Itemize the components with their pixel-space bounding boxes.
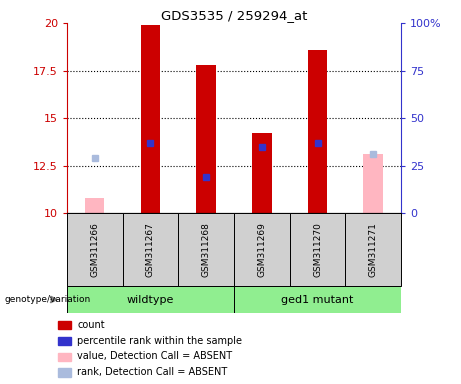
Text: wildtype: wildtype: [127, 295, 174, 305]
Bar: [308, 50, 327, 213]
Bar: [234, 213, 290, 286]
Text: GSM311267: GSM311267: [146, 222, 155, 277]
Bar: [58, 337, 71, 345]
Text: GSM311271: GSM311271: [369, 222, 378, 277]
Bar: [290, 213, 345, 286]
Text: rank, Detection Call = ABSENT: rank, Detection Call = ABSENT: [77, 367, 227, 377]
Bar: [123, 213, 178, 286]
Text: GSM311268: GSM311268: [201, 222, 211, 277]
Bar: [252, 133, 272, 213]
Text: genotype/variation: genotype/variation: [5, 295, 91, 304]
Bar: [363, 154, 383, 213]
Bar: [67, 286, 234, 313]
Text: GSM311266: GSM311266: [90, 222, 99, 277]
Bar: [141, 25, 160, 213]
Bar: [58, 353, 71, 361]
Bar: [85, 198, 105, 213]
Text: percentile rank within the sample: percentile rank within the sample: [77, 336, 242, 346]
Bar: [196, 65, 216, 213]
Text: GSM311269: GSM311269: [257, 222, 266, 277]
Bar: [234, 286, 401, 313]
Bar: [345, 213, 401, 286]
Text: GSM311270: GSM311270: [313, 222, 322, 277]
Text: count: count: [77, 320, 105, 330]
Bar: [58, 321, 71, 329]
Text: ged1 mutant: ged1 mutant: [281, 295, 354, 305]
Title: GDS3535 / 259294_at: GDS3535 / 259294_at: [161, 9, 307, 22]
Bar: [178, 213, 234, 286]
Bar: [67, 213, 123, 286]
Text: value, Detection Call = ABSENT: value, Detection Call = ABSENT: [77, 351, 232, 361]
Bar: [58, 368, 71, 377]
